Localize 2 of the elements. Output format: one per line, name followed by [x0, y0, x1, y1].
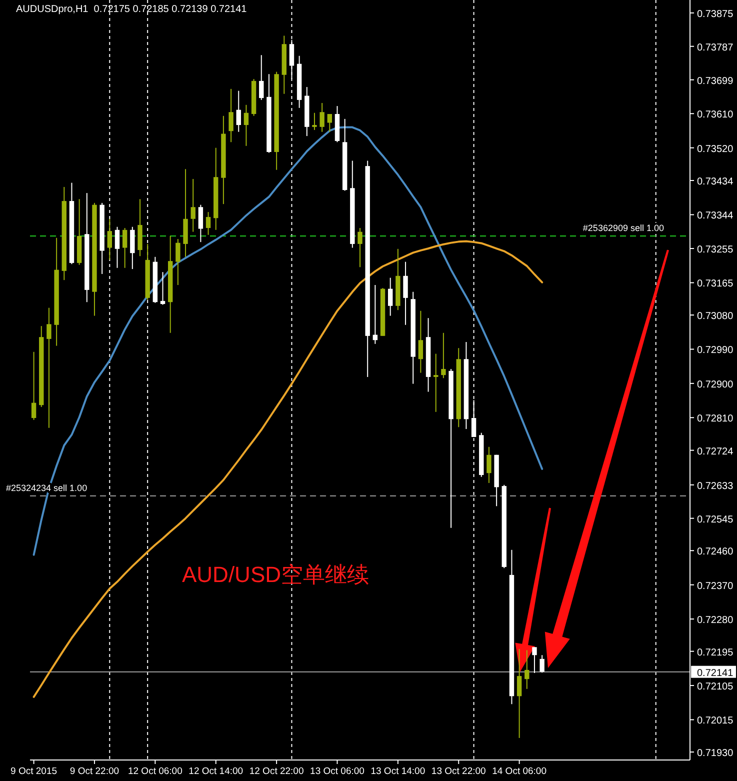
- title: AUDUSDpro,H1 0.72175 0.72185 0.72139 0.72141: [16, 4, 247, 15]
- annotation: AUD/USD空单继续: [182, 562, 370, 587]
